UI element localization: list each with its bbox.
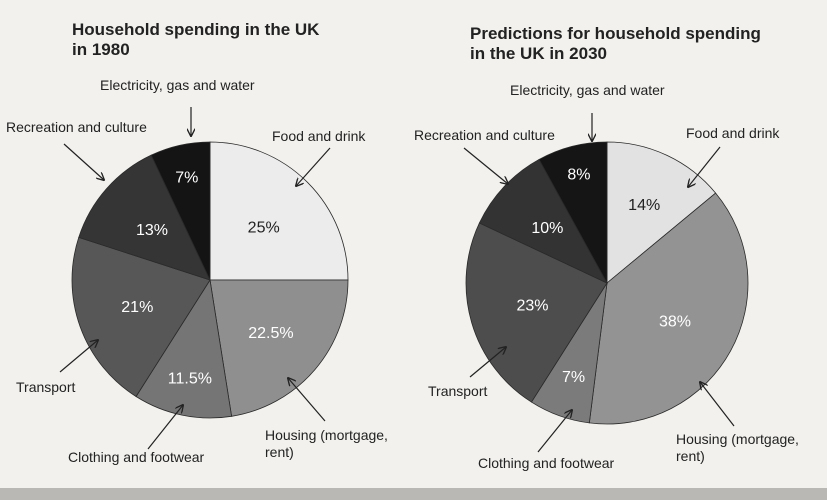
pie-2030-value-label-recreation-and-culture: 10% — [531, 220, 563, 237]
pie-2030-arrow-clothing-and-footwear — [537, 410, 572, 453]
pie-2030-slice-transport — [465, 222, 608, 403]
pie-2030-slice-housing-mortgage-rent — [588, 192, 749, 425]
pie-1980-callout-clothing-and-footwear: Clothing and footwear — [68, 449, 205, 465]
pie-2030-callout-clothing-and-footwear: Clothing and footwear — [478, 455, 615, 471]
pie-1980-slice-recreation-and-culture — [78, 154, 211, 281]
pie-1980-callout-housing-mortgage-rent: Housing (mortgage, rent) — [265, 427, 388, 460]
pie-2030-arrow-transport — [469, 347, 506, 378]
pie-1980-slice-food-and-drink — [209, 141, 349, 281]
pie-2030-callout-electricity-gas-and-water: Electricity, gas and water — [510, 82, 665, 98]
pie-1980-callout-transport: Transport — [16, 379, 76, 395]
pie-1980-slice-clothing-and-footwear — [135, 278, 233, 419]
pie-2030-value-label-food-and-drink: 14% — [628, 197, 660, 214]
pie-2030-value-label-housing-mortgage-rent: 38% — [659, 313, 691, 330]
pie-2030-slice-food-and-drink — [606, 141, 717, 284]
pie-1980-title: Household spending in the UK in 1980 — [72, 20, 320, 59]
page-bottom-edge — [0, 488, 827, 500]
pie-2030-arrow-housing-mortgage-rent — [700, 382, 735, 427]
pie-1980-value-label-food-and-drink: 25% — [248, 219, 280, 236]
pie-2030-slice-electricity-gas-and-water — [538, 141, 608, 284]
pie-1980-arrow-transport — [59, 340, 98, 373]
pie-1980: Household spending in the UK in 1980 25% Fo… — [6, 20, 388, 465]
pie-2030-title: Predictions for household spending in the… — [470, 24, 761, 63]
pie-2030-callout-food-and-drink: Food and drink — [686, 125, 780, 141]
pie-2030-callout-recreation-and-culture: Recreation and culture — [414, 127, 555, 143]
pie-1980-value-label-recreation-and-culture: 13% — [136, 222, 168, 239]
pie-1980-value-label-transport: 21% — [121, 299, 153, 316]
pie-2030: Predictions for household spending in the… — [414, 24, 799, 471]
pie-1980-value-label-housing-mortgage-rent: 22.5% — [248, 325, 293, 342]
pie-1980-arrow-recreation-and-culture — [63, 143, 104, 180]
pie-1980-arrow-housing-mortgage-rent — [288, 378, 326, 422]
pie-1980-callout-electricity-gas-and-water: Electricity, gas and water — [100, 77, 255, 93]
pie-1980-slice-housing-mortgage-rent — [209, 279, 349, 417]
pie-2030-value-label-clothing-and-footwear: 7% — [562, 369, 585, 386]
pie-2030-arrow-recreation-and-culture — [463, 147, 508, 184]
pie-1980-callout-food-and-drink: Food and drink — [272, 128, 366, 144]
pie-2030-value-label-transport: 23% — [516, 298, 548, 315]
pie-1980-slice-electricity-gas-and-water — [150, 141, 211, 281]
pie-1980-arrow-clothing-and-footwear — [147, 405, 183, 450]
pie-2030-arrow-food-and-drink — [688, 146, 721, 187]
pie-1980-callout-recreation-and-culture: Recreation and culture — [6, 119, 147, 135]
pie-1980-value-label-electricity-gas-and-water: 7% — [175, 169, 198, 186]
pie-1980-slice-transport — [71, 236, 211, 398]
pie-1980-arrow-food-and-drink — [296, 147, 331, 186]
pie-2030-value-label-electricity-gas-and-water: 8% — [567, 167, 590, 184]
figure-svg: Household spending in the UK in 1980 25% Fo… — [6, 20, 799, 471]
pie-1980-value-label-clothing-and-footwear: 11.5% — [168, 370, 212, 387]
pie-2030-callout-transport: Transport — [428, 383, 488, 399]
pie-2030-slice-recreation-and-culture — [478, 158, 608, 284]
pie-2030-callout-housing-mortgage-rent: Housing (mortgage, rent) — [676, 431, 799, 464]
